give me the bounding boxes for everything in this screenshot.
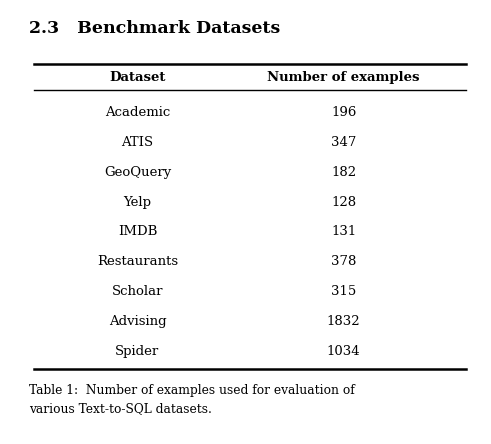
Text: 347: 347 [331,136,356,149]
Text: 1034: 1034 [327,345,360,358]
Text: 196: 196 [331,106,356,119]
Text: 378: 378 [331,255,356,268]
Text: 315: 315 [331,285,356,298]
Text: Advising: Advising [109,315,166,328]
Text: Scholar: Scholar [112,285,163,298]
Text: IMDB: IMDB [118,226,157,238]
Text: Spider: Spider [115,345,160,358]
Text: Dataset: Dataset [109,71,165,84]
Text: 131: 131 [331,226,356,238]
Text: Restaurants: Restaurants [97,255,178,268]
Text: 2.3   Benchmark Datasets: 2.3 Benchmark Datasets [29,20,281,37]
Text: Yelp: Yelp [123,196,152,209]
Text: GeoQuery: GeoQuery [104,166,171,179]
Text: ATIS: ATIS [121,136,154,149]
Text: 1832: 1832 [327,315,360,328]
Text: 182: 182 [331,166,356,179]
Text: Academic: Academic [105,106,170,119]
Text: Number of examples: Number of examples [268,71,420,84]
Text: Table 1:  Number of examples used for evaluation of
various Text-to-SQL datasets: Table 1: Number of examples used for eva… [29,384,355,415]
Text: 128: 128 [331,196,356,209]
